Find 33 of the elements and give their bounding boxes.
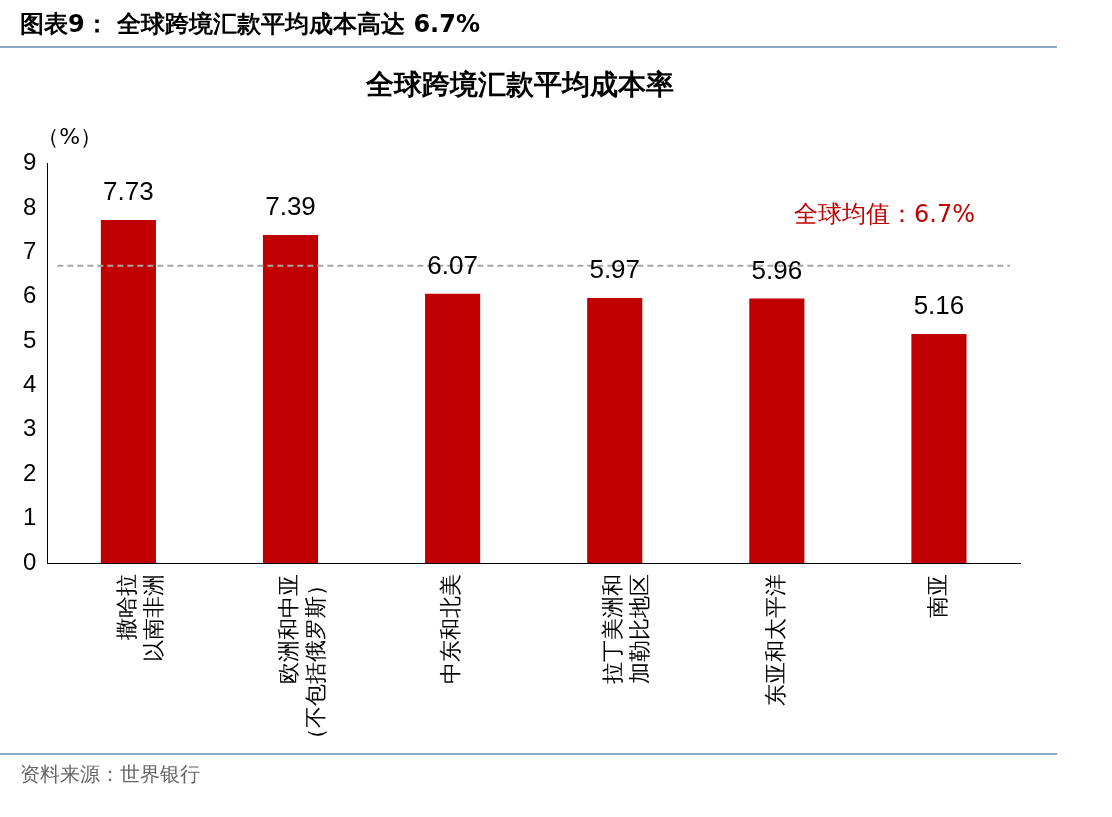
- bar: [587, 298, 643, 563]
- data-label: 5.16: [913, 290, 965, 321]
- bar: [425, 293, 481, 563]
- bar: [262, 235, 319, 563]
- y-axis-title: （%）: [37, 124, 103, 150]
- bar: [911, 334, 967, 563]
- ref-line-label: 全球均值：6.7%: [794, 199, 975, 228]
- y-tick-label: 0: [22, 547, 37, 575]
- y-tick-label: 1: [22, 503, 37, 531]
- y-tick-label: 6: [22, 281, 37, 309]
- x-tick-label: 欧洲和中亚（不包括俄罗斯）: [276, 574, 328, 750]
- y-tick-label: 9: [22, 148, 37, 176]
- x-tick-label: 南亚: [924, 574, 950, 618]
- chart-title: 全球跨境汇款平均成本率: [365, 68, 674, 102]
- bar: [749, 298, 805, 563]
- y-tick-label: 8: [22, 192, 37, 220]
- chart-subtitle: 图表9： 全球跨境汇款平均成本高达 6.7%: [0, 0, 1057, 48]
- x-tick-label: 东亚和太平洋: [762, 574, 788, 706]
- data-label: 5.97: [589, 254, 641, 285]
- y-tick-label: 2: [22, 458, 37, 486]
- data-label: 7.39: [265, 191, 316, 222]
- data-label: 6.07: [427, 249, 478, 280]
- x-tick-label: 拉丁美洲和加勒比地区: [600, 574, 652, 684]
- y-tick-label: 3: [22, 414, 37, 442]
- x-tick-label: 撒哈拉以南非洲: [114, 574, 166, 662]
- y-tick-label: 7: [22, 236, 37, 264]
- data-label: 7.73: [103, 176, 154, 207]
- data-label: 5.96: [751, 254, 803, 285]
- bar: [100, 219, 156, 563]
- y-tick-label: 4: [22, 370, 37, 398]
- x-tick-label: 中东和北美: [438, 574, 464, 684]
- y-tick-label: 5: [22, 325, 37, 353]
- text: 资料来源：世界银行: [0, 753, 1057, 794]
